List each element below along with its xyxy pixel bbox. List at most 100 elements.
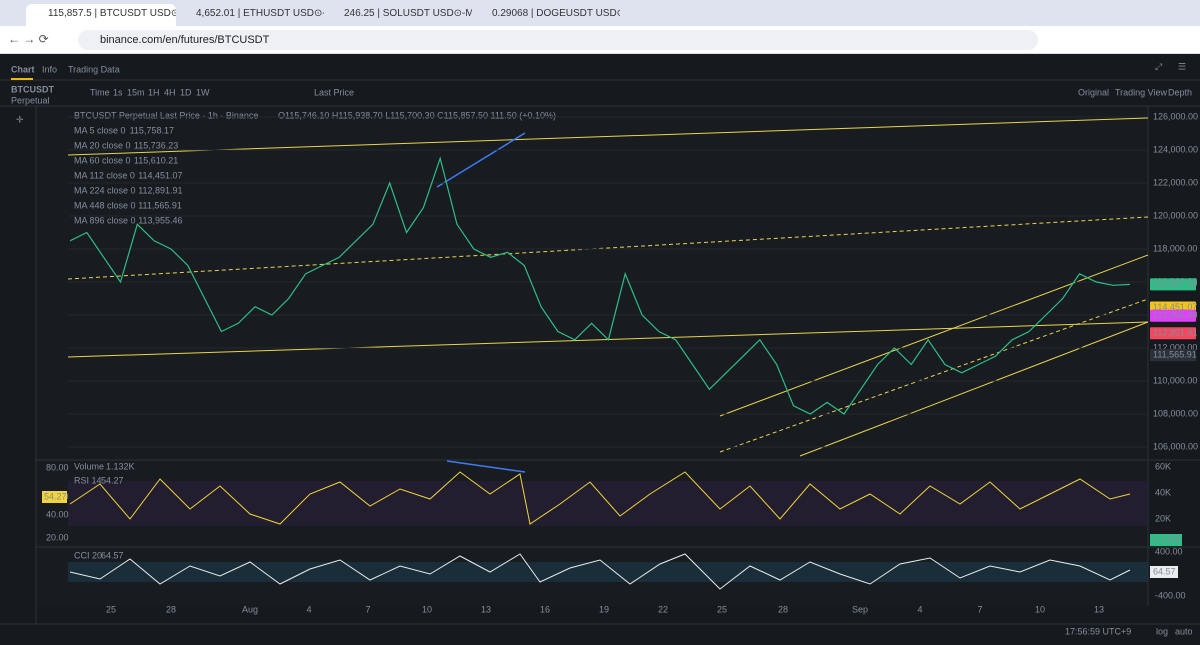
crosshair-tool[interactable]: ✛	[16, 114, 24, 124]
time-axis-label: Sep	[852, 604, 868, 614]
scale-option[interactable]: log	[1156, 626, 1168, 636]
indicator-value: 114,451.07	[138, 170, 182, 180]
tab-bar: 115,857.5 | BTCUSDT USD⊙-M... 4,652.01 | …	[0, 0, 1200, 26]
nav-tab[interactable]: Trading Data	[68, 64, 120, 74]
time-axis-label: 22	[658, 604, 668, 614]
price-tag	[1150, 349, 1196, 362]
price-tag-label: 115,857.50	[1153, 279, 1197, 289]
browser-tab[interactable]: 4,652.01 | ETHUSDT USD⊙-M...	[196, 8, 324, 19]
price-axis-label: 124,000.00	[1153, 144, 1198, 154]
indicator-label: MA 224 close 0	[74, 185, 136, 195]
volume-axis-label: 20K	[1155, 513, 1171, 523]
browser-tab[interactable]: 246.25 | SOLUSDT USD⊙-Ma...	[344, 8, 472, 19]
price-axis-label: 126,000.00	[1153, 111, 1198, 121]
time-axis-label: 7	[365, 604, 370, 614]
indicator-value: 115,736.23	[134, 140, 178, 150]
cci-tag-label: 64.57	[1153, 566, 1176, 576]
view-button[interactable]: Trading View	[1115, 87, 1168, 97]
browser-tab[interactable]: 0.29068 | DOGEUSDT USD⊙-M...	[492, 8, 620, 19]
time-axis-label: 25	[717, 604, 727, 614]
volume-tag	[1150, 534, 1182, 546]
price-line	[69, 156, 1131, 415]
price-tag-label: 113,955.46	[1153, 310, 1197, 320]
menu-icon[interactable]: ☰	[1178, 61, 1186, 71]
nav-tab[interactable]: Info	[42, 64, 57, 74]
cci-band	[68, 562, 1148, 582]
interval-button[interactable]: 1W	[196, 87, 210, 97]
time-axis-label: 10	[422, 604, 432, 614]
trend-line	[799, 321, 1149, 457]
rsi-label: RSI 14	[74, 475, 102, 485]
scale-option[interactable]: auto	[1175, 626, 1193, 636]
interval-button[interactable]: 4H	[164, 87, 176, 97]
divergence-line	[446, 460, 526, 473]
price-tag	[1150, 309, 1196, 322]
time-axis-label: 13	[1094, 604, 1104, 614]
trend-line	[719, 298, 1149, 453]
nav-tab[interactable]: Chart	[11, 64, 35, 74]
time-axis-label: 4	[306, 604, 311, 614]
price-axis-label: 110,000.00	[1153, 375, 1197, 385]
indicator-label: MA 60 close 0	[74, 155, 131, 165]
url-field[interactable]: binance.com/en/futures/BTCUSDT	[78, 30, 1038, 50]
time-axis-label: 19	[599, 604, 609, 614]
price-axis-label: 122,000.00	[1153, 177, 1198, 187]
time-axis-label: 28	[166, 604, 176, 614]
volume-tag-label: 1.132K	[1153, 534, 1182, 544]
rsi-tag	[42, 491, 67, 503]
rsi-value: 54.27	[101, 475, 124, 485]
cci-axis-label: 400.00	[1155, 546, 1183, 556]
divergence-line	[436, 132, 526, 188]
indicator-label: MA 20 close 0	[74, 140, 131, 150]
price-source[interactable]: Last Price	[314, 87, 354, 97]
interval-button[interactable]: 1D	[180, 87, 192, 97]
volume-axis-label: 40K	[1155, 487, 1171, 497]
indicator-label: MA 896 close 0	[74, 215, 136, 225]
interval-button[interactable]: Time	[90, 87, 110, 97]
expand-icon[interactable]: ⤢	[1154, 61, 1162, 71]
time-axis-label: 13	[481, 604, 491, 614]
interval-button[interactable]: 1s	[113, 87, 123, 97]
time-axis-label: 16	[540, 604, 550, 614]
nav-buttons[interactable]: ← → ⟳	[8, 32, 49, 46]
indicator-label: MA 5 close 0	[74, 125, 126, 135]
time-axis-label: 7	[977, 604, 982, 614]
price-axis-label: 106,000.00	[1153, 441, 1198, 451]
time-axis-label: 4	[917, 604, 922, 614]
ohlc-header: BTCUSDT Perpetual Last Price · 1h · Bina…	[74, 110, 258, 120]
time-axis-label: 10	[1035, 604, 1045, 614]
price-tag	[1150, 278, 1196, 291]
time-axis-label: 28	[778, 604, 788, 614]
interval-button[interactable]: 1H	[148, 87, 160, 97]
browser-tab[interactable]: 115,857.5 | BTCUSDT USD⊙-M...	[26, 4, 176, 26]
cci-label: CCI 20	[74, 550, 102, 560]
price-tag-label: 111,565.91	[1153, 350, 1197, 360]
cci-value: 64.57	[101, 550, 124, 560]
price-tag-label: 112,891.91	[1153, 328, 1197, 338]
indicator-label: MA 448 close 0	[74, 200, 136, 210]
cci-tag	[1150, 566, 1178, 578]
trading-chart: ✛ ⤢ ☰ Chart Info Trading Data BTCUSDTPerpet…	[0, 54, 1200, 645]
volume-axis-label: 60K	[1155, 461, 1171, 471]
trend-line	[67, 216, 1149, 280]
cci-line	[69, 553, 1131, 590]
rsi-line	[69, 471, 1131, 525]
view-button[interactable]: Original	[1078, 87, 1109, 97]
volume-value: 1.132K	[106, 461, 135, 471]
rsi-band	[68, 481, 1148, 526]
cci-axis-label: -400.00	[1155, 590, 1186, 600]
ohlc-values: O115,746.10 H115,938.70 L115,700.30 C115…	[278, 110, 556, 120]
rsi-axis-label: 80.00	[46, 462, 69, 472]
indicator-label: MA 112 close 0	[74, 170, 135, 180]
clock: 17:56:59 UTC+9	[1065, 626, 1131, 636]
interval-button[interactable]: 15m	[127, 87, 145, 97]
view-button[interactable]: Depth	[1168, 87, 1192, 97]
price-tag-label: 114,451.07	[1153, 302, 1197, 312]
symbol: BTCUSDT	[11, 84, 54, 94]
rsi-axis-label: 40.00	[46, 509, 69, 519]
plot-area	[36, 106, 1148, 606]
price-axis-label: 120,000.00	[1153, 210, 1198, 220]
indicator-value: 112,891.91	[138, 185, 182, 195]
rsi-tag-label: 54.27	[44, 491, 67, 501]
